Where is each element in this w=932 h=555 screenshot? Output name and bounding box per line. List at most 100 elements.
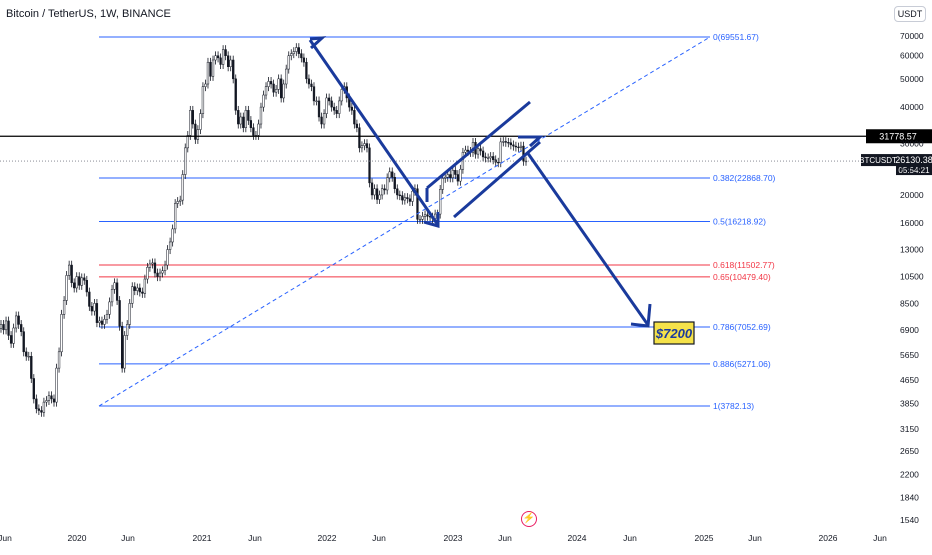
candle-body bbox=[201, 86, 205, 114]
candlesticks bbox=[0, 43, 528, 417]
candle-body bbox=[408, 198, 412, 202]
candle-body bbox=[292, 51, 295, 54]
time-tick-label: Jun bbox=[0, 533, 12, 543]
candle-body bbox=[184, 147, 187, 175]
lightning-icon[interactable]: ⚡ bbox=[521, 511, 537, 527]
candle-body bbox=[269, 81, 273, 85]
time-tick-label: Jun bbox=[748, 533, 762, 543]
candle-body bbox=[196, 129, 200, 140]
candle-body bbox=[444, 176, 447, 179]
candle-body bbox=[459, 168, 462, 182]
candle-body bbox=[242, 116, 245, 128]
candle-body bbox=[9, 335, 13, 344]
candle-body bbox=[110, 289, 114, 303]
candle-body bbox=[189, 110, 192, 136]
candle-body bbox=[373, 188, 376, 196]
time-tick-label: 2021 bbox=[193, 533, 212, 543]
candle-body bbox=[451, 170, 454, 179]
candle-body bbox=[100, 320, 104, 325]
target-arrow-line bbox=[525, 151, 650, 326]
candle-body bbox=[40, 410, 43, 413]
candle-body bbox=[335, 110, 338, 114]
candle-body bbox=[128, 303, 131, 325]
candle-body bbox=[136, 287, 139, 291]
current-price-label: 26130.38 bbox=[895, 155, 932, 165]
candle-body bbox=[403, 197, 406, 201]
candle-body bbox=[118, 300, 121, 327]
candle-body bbox=[90, 306, 94, 312]
candle-body bbox=[60, 314, 63, 353]
candle-body bbox=[365, 143, 369, 149]
candle-body bbox=[358, 127, 361, 149]
candle-body bbox=[93, 303, 96, 312]
candle-body bbox=[216, 55, 220, 59]
candle-body bbox=[320, 116, 323, 125]
candle-body bbox=[259, 106, 263, 125]
candle-body bbox=[446, 174, 449, 178]
fib-level-label: 0.382(22868.70) bbox=[713, 173, 776, 183]
price-tick-label: 8500 bbox=[900, 298, 919, 308]
channel-lower bbox=[453, 140, 541, 219]
time-tick-label: Jun bbox=[121, 533, 135, 543]
candle-body bbox=[131, 286, 134, 304]
candle-body bbox=[355, 123, 359, 128]
candle-body bbox=[70, 264, 73, 284]
candle-body bbox=[330, 100, 333, 108]
candle-body bbox=[151, 262, 154, 265]
candle-body bbox=[388, 171, 391, 179]
candle-body bbox=[209, 61, 212, 77]
candle-body bbox=[115, 282, 119, 301]
target-arrowhead bbox=[630, 303, 652, 328]
candle-body bbox=[280, 78, 283, 99]
candle-body bbox=[325, 97, 328, 114]
price-tick-label: 70000 bbox=[900, 31, 924, 41]
candle-body bbox=[383, 188, 386, 191]
candle-body bbox=[411, 190, 414, 202]
currency-button[interactable]: USDT bbox=[894, 6, 926, 22]
candle-body bbox=[302, 57, 306, 63]
price-tick-label: 25000 bbox=[900, 162, 924, 172]
candle-body bbox=[194, 123, 197, 140]
candle-body bbox=[396, 188, 399, 196]
candle-body bbox=[512, 144, 515, 147]
target-price-label: $7200 bbox=[655, 326, 693, 341]
candle-body bbox=[163, 264, 167, 271]
candle-body bbox=[244, 110, 247, 128]
candle-body bbox=[502, 141, 505, 143]
candle-body bbox=[322, 113, 326, 125]
candle-body bbox=[181, 174, 184, 201]
candle-body bbox=[492, 156, 495, 161]
candle-body bbox=[267, 81, 270, 87]
price-tick-label: 10500 bbox=[900, 272, 924, 282]
candle-body bbox=[262, 94, 265, 108]
candle-body bbox=[37, 408, 41, 411]
candle-body bbox=[55, 367, 58, 403]
candle-body bbox=[141, 291, 144, 294]
candle-body bbox=[78, 276, 81, 286]
candle-body bbox=[30, 356, 33, 379]
candle-body bbox=[161, 270, 164, 274]
candle-body bbox=[179, 199, 182, 202]
candle-body bbox=[191, 110, 194, 125]
candle-body bbox=[426, 214, 429, 217]
candle-body bbox=[27, 356, 30, 358]
candle-body bbox=[252, 127, 255, 136]
candle-body bbox=[35, 398, 38, 410]
candle-body bbox=[421, 216, 424, 220]
candle-body bbox=[391, 171, 394, 178]
candle-body bbox=[507, 142, 510, 144]
fibonacci-retracement[interactable]: 0(69551.67) 0.382(22868.70) 0.5(16218.92) 0… bbox=[99, 32, 776, 411]
candle-body bbox=[454, 170, 457, 175]
candle-body bbox=[57, 351, 61, 369]
time-tick-label: 2022 bbox=[318, 533, 337, 543]
candle-body bbox=[297, 47, 300, 54]
candle-body bbox=[497, 161, 500, 164]
candle-body bbox=[12, 327, 15, 344]
candle-body bbox=[148, 263, 152, 268]
price-tick-label: 3150 bbox=[900, 424, 919, 434]
fib-level-label: 0(69551.67) bbox=[713, 32, 759, 42]
price-tick-label: 50000 bbox=[900, 74, 924, 84]
